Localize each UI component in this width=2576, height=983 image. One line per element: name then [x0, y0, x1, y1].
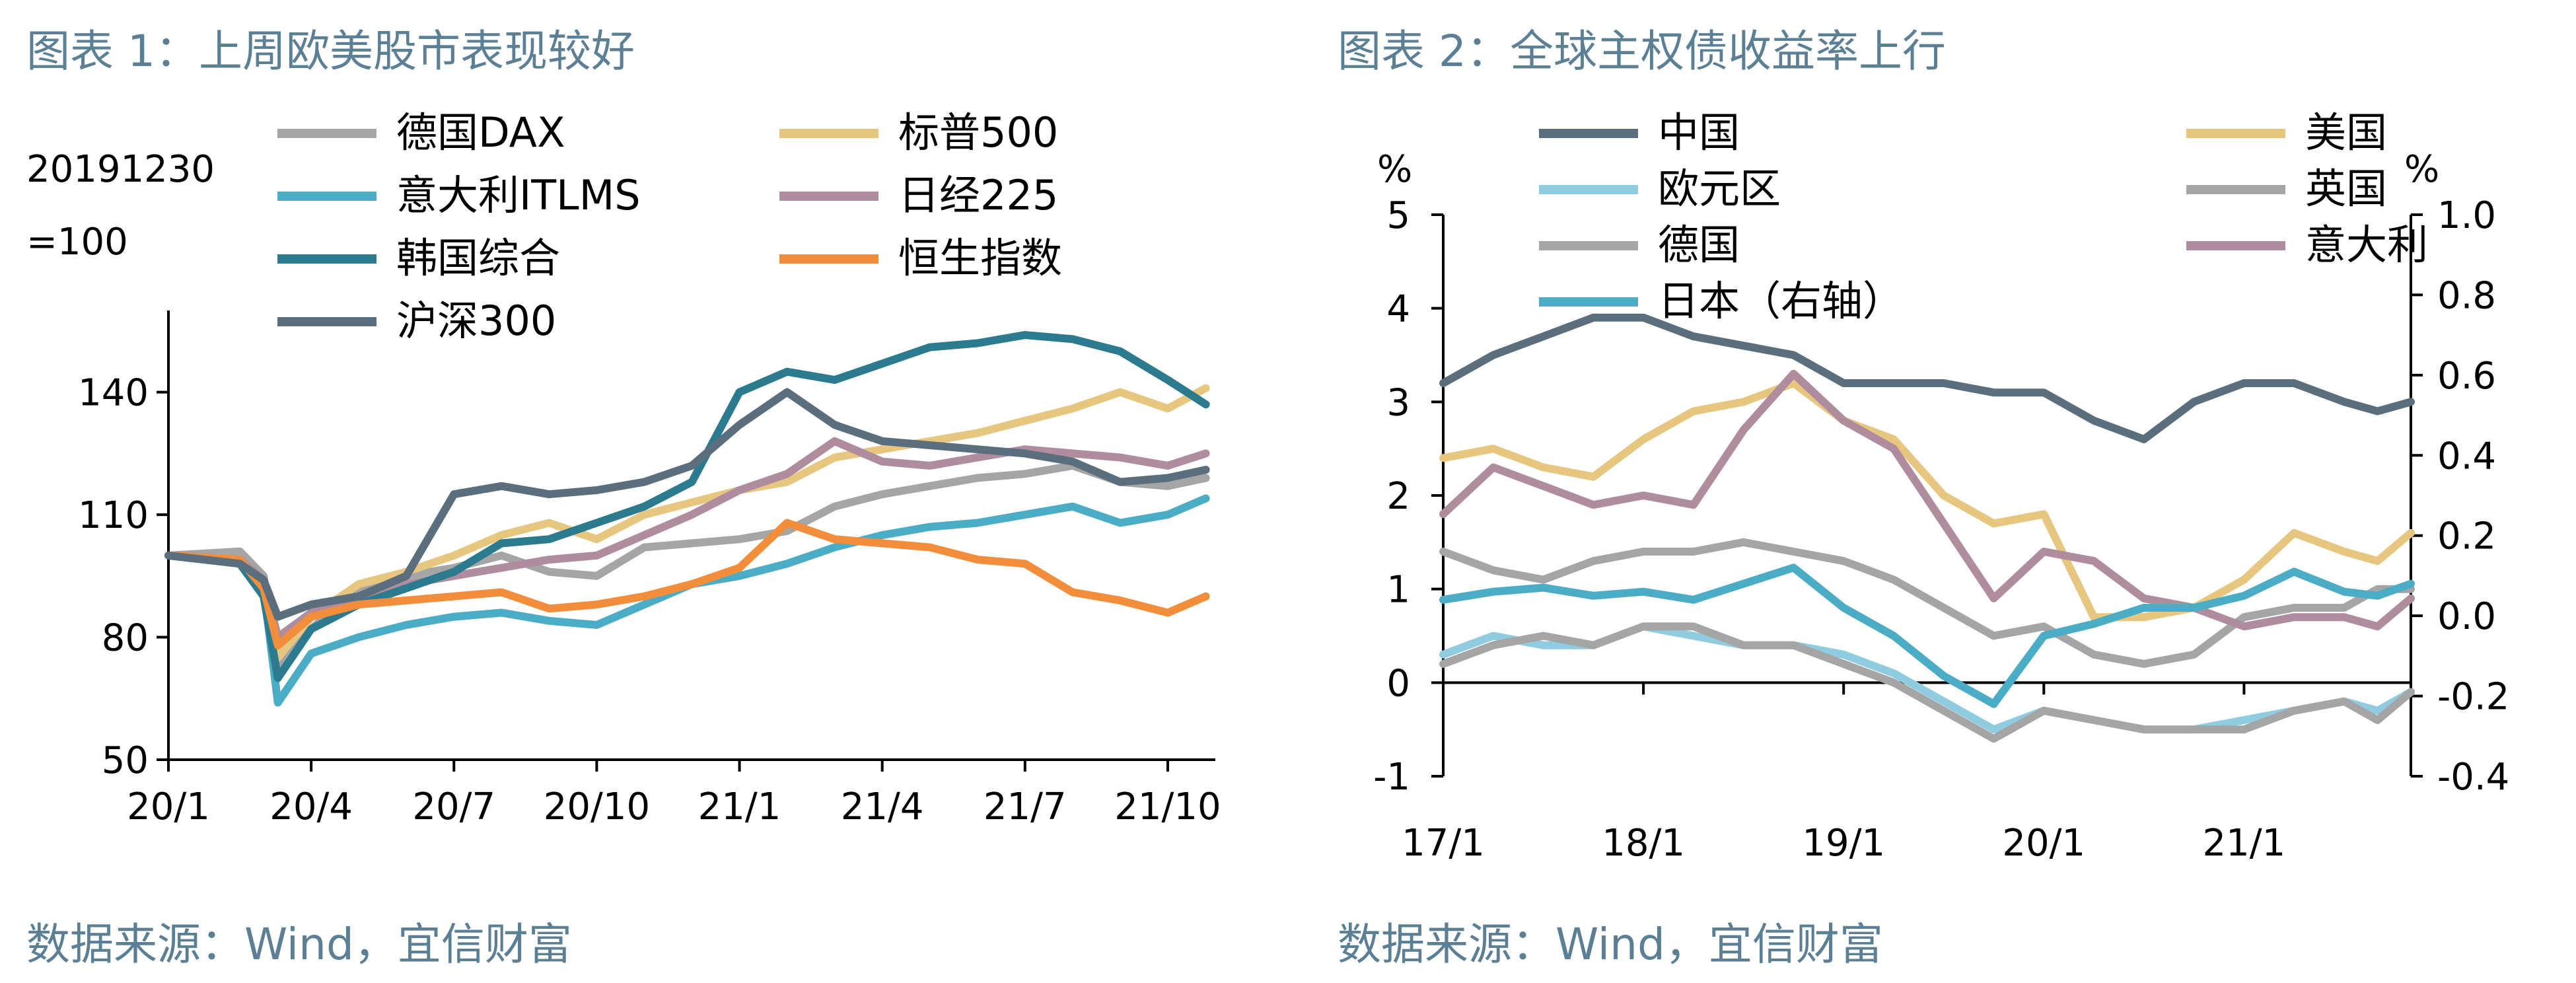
chart2-series-line-1 — [1439, 379, 2415, 622]
chart2-legend-label: 欧元区 — [1658, 164, 1781, 213]
chart1-legend-label: 日经225 — [898, 171, 1058, 219]
chart1-title: 图表 1：上周欧美股市表现较好 — [26, 26, 635, 77]
chart1-x-tick-label: 21/10 — [1114, 785, 1221, 828]
chart2-x-tick-label: 17/1 — [1402, 822, 1485, 865]
chart1-x-tick-label: 20/4 — [269, 785, 353, 828]
chart2-left-tick-label: 1 — [1386, 569, 1410, 612]
chart2-right-tick-label: 0.0 — [2437, 595, 2496, 638]
chart2-legend-label: 意大利 — [2305, 221, 2428, 269]
chart2-right-tick-label: -0.2 — [2437, 676, 2509, 719]
chart1-series-line-6 — [164, 388, 1210, 621]
chart2-right-tick-label: 0.6 — [2437, 355, 2496, 398]
chart1-legend-label: 标普500 — [898, 108, 1058, 157]
chart1-series — [164, 331, 1210, 707]
chart2-x-tick-label: 19/1 — [1802, 822, 1885, 865]
chart1-series-line-4 — [164, 331, 1210, 682]
chart2-right-tick-label: -0.4 — [2437, 756, 2509, 799]
chart1-y-tick-label: 50 — [102, 739, 149, 782]
chart1-axes: 50 80 110 140 20/1 20/4 20/7 20/10 21/1 21/4 21/7 2… — [78, 310, 1221, 828]
chart1-series-line-0 — [164, 461, 1210, 674]
chart2-legend-label: 中国 — [1658, 108, 1740, 157]
chart2-source: 数据来源：Wind，宜信财富 — [1338, 919, 1883, 970]
chart2-left-tick-label: 2 — [1386, 475, 1410, 518]
chart1-y-tick-label: 140 — [78, 372, 149, 415]
chart1-x-tick-label: 20/1 — [127, 785, 210, 828]
chart2-legend-label: 美国 — [2305, 108, 2387, 157]
chart2-left-tick-label: 0 — [1386, 662, 1410, 705]
chart1-legend-label: 韩国综合 — [396, 234, 560, 282]
chart2-series-line-6 — [1439, 564, 2415, 708]
chart1-legend-label: 沪深300 — [396, 297, 556, 345]
chart1-y-tick-label: 80 — [102, 617, 149, 660]
chart2-axes: -1 0 1 2 3 4 5 -0.4 -0.2 0.0 0.2 0.4 0.6 0.8 1.0 17/1 18… — [1373, 194, 2509, 865]
chart1-legend-label: 德国DAX — [396, 108, 565, 157]
chart2-right-tick-label: 1.0 — [2437, 194, 2496, 237]
chart1-series-line-5 — [164, 519, 1210, 649]
chart1-x-tick-label: 20/7 — [412, 785, 495, 828]
chart2-left-tick-label: -1 — [1373, 756, 1410, 799]
chart1-legend-label: 意大利ITLMS — [396, 171, 641, 219]
chart1-base-label-2: =100 — [26, 221, 128, 264]
chart2-right-tick-label: 0.8 — [2437, 274, 2496, 317]
chart1-x-tick-label: 21/1 — [698, 785, 781, 828]
chart2-left-tick-label: 4 — [1386, 288, 1410, 331]
chart2-right-unit: % — [2404, 148, 2439, 191]
chart1-x-tick-label: 21/4 — [841, 785, 924, 828]
chart2-series-line-5 — [1439, 369, 2415, 631]
chart2-right-tick-label: 0.2 — [2437, 515, 2496, 558]
chart2-left-tick-label: 5 — [1386, 194, 1410, 237]
chart2-legend-label: 日本（右轴） — [1658, 277, 1904, 325]
chart1-base-label: 20191230 — [26, 148, 215, 191]
chart2-right-tick-label: 0.4 — [2437, 435, 2496, 478]
chart2-legend-label: 德国 — [1658, 221, 1740, 269]
chart1-x-tick-label: 20/10 — [544, 785, 650, 828]
chart1-source: 数据来源：Wind，宜信财富 — [26, 919, 572, 970]
chart1-y-tick-label: 110 — [78, 494, 149, 537]
chart1-series-line-2 — [164, 494, 1210, 707]
chart2-x-tick-label: 21/1 — [2203, 822, 2286, 865]
chart1-x-tick-label: 21/7 — [984, 785, 1067, 828]
chart2-left-tick-label: 3 — [1386, 381, 1410, 424]
chart2-series-line-3 — [1439, 538, 2415, 668]
chart1-legend-label: 恒生指数 — [898, 234, 1062, 282]
chart2-series — [1439, 313, 2415, 743]
chart2-x-tick-label: 18/1 — [1602, 822, 1685, 865]
chart2-series-line-4 — [1439, 622, 2415, 743]
chart2-title: 图表 2：全球主权债收益率上行 — [1338, 26, 1946, 77]
chart2-legend-label: 英国 — [2305, 164, 2387, 213]
chart2-left-unit: % — [1377, 148, 1412, 191]
chart2-x-tick-label: 20/1 — [2002, 822, 2085, 865]
chart2-series-line-0 — [1439, 313, 2415, 443]
